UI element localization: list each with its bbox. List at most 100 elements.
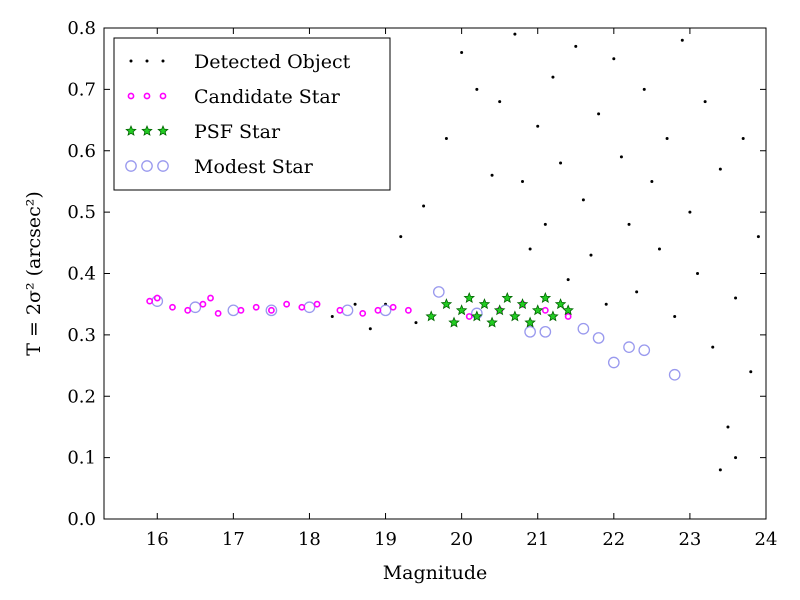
- x-tick-label: 16: [146, 529, 169, 550]
- psf-star-point: [547, 310, 559, 322]
- legend-label-detected-object: Detected Object: [194, 51, 351, 73]
- legend-marker-detected-object: [161, 59, 165, 63]
- candidate-star-point: [283, 300, 291, 308]
- modest-star-point: [303, 301, 316, 314]
- x-tick-label: 17: [222, 529, 245, 550]
- detected-object-point: [414, 321, 418, 325]
- detected-object-point: [460, 51, 464, 55]
- detected-object-point: [444, 136, 448, 140]
- detected-object-point: [718, 167, 722, 171]
- detected-object-point: [749, 370, 753, 374]
- modest-star-point: [227, 304, 240, 317]
- y-tick-label: 0.8: [67, 18, 96, 39]
- modest-star-point: [592, 332, 605, 344]
- legend: Detected Object Candidate Star PSF Star Mod…: [113, 37, 391, 191]
- detected-object-point: [673, 314, 677, 318]
- detected-object-point: [734, 296, 738, 300]
- detected-object-point: [551, 75, 555, 79]
- detected-object-point: [680, 38, 684, 42]
- candidate-star-point: [313, 300, 321, 308]
- x-tick-label: 20: [450, 529, 473, 550]
- y-axis-label: T = 2σ² (arcsec²): [23, 191, 45, 356]
- detected-object-point: [521, 179, 525, 183]
- detected-object-point: [619, 155, 623, 159]
- y-tick-label: 0.5: [67, 202, 96, 223]
- detected-object-point: [513, 32, 517, 36]
- candidate-star-point: [374, 306, 382, 314]
- detected-object-point: [642, 87, 646, 91]
- y-tick-label: 0.3: [67, 325, 96, 346]
- psf-star-point: [539, 292, 552, 303]
- detected-object-point: [566, 278, 570, 282]
- detected-object-point: [574, 44, 578, 48]
- candidate-star-point: [199, 300, 207, 308]
- psf-star-point: [486, 316, 498, 328]
- detected-object-point: [559, 161, 563, 165]
- x-tick-label: 22: [602, 529, 625, 550]
- candidate-star-point: [268, 306, 275, 314]
- legend-marker-candidate-star: [159, 92, 167, 100]
- y-tick-label: 0.1: [67, 448, 96, 469]
- detected-object-point: [657, 247, 661, 251]
- psf-star-point: [440, 298, 453, 310]
- psf-star-point: [509, 310, 521, 322]
- modest-star-point: [265, 304, 278, 317]
- detected-object-point: [726, 425, 730, 429]
- detected-object-point: [399, 235, 403, 239]
- x-axis-label: Magnitude: [383, 562, 488, 584]
- detected-object-point: [612, 57, 616, 61]
- modest-star-point: [623, 341, 635, 353]
- psf-star-point: [448, 316, 460, 328]
- psf-star-point: [471, 310, 483, 322]
- detected-object-point: [589, 253, 593, 257]
- detected-object-point: [650, 179, 654, 183]
- candidate-star-point: [404, 306, 412, 314]
- legend-marker-detected-object: [129, 59, 133, 63]
- candidate-star-point: [298, 303, 306, 311]
- legend-label-psf-star: PSF Star: [194, 121, 281, 143]
- psf-star-point: [562, 304, 574, 316]
- candidate-star-point: [359, 309, 367, 317]
- candidate-star-point: [184, 306, 192, 314]
- legend-marker-psf-star: [125, 124, 137, 136]
- y-tick-label: 0.2: [67, 386, 96, 407]
- candidate-star-point: [214, 309, 222, 317]
- modest-star-point: [189, 301, 202, 314]
- candidate-star-point: [564, 313, 572, 320]
- detected-object-point: [635, 290, 639, 294]
- detected-object-point: [536, 124, 540, 128]
- legend-box: [113, 37, 391, 191]
- detected-object-point: [756, 235, 760, 239]
- modest-star-point: [379, 304, 392, 317]
- legend-label-modest-star: Modest Star: [194, 156, 314, 178]
- psf-star-point: [455, 304, 468, 316]
- detected-object-point: [604, 302, 608, 306]
- legend-marker-psf-star: [157, 124, 169, 136]
- x-tick-label: 18: [298, 529, 321, 550]
- x-tick-label: 23: [678, 529, 701, 550]
- modest-star-point: [577, 322, 590, 335]
- modest-star-point: [668, 368, 681, 381]
- detected-object-point: [368, 327, 372, 331]
- modest-star-point: [524, 325, 536, 338]
- psf-star-point: [554, 298, 567, 310]
- detected-object-point: [734, 456, 738, 460]
- y-tick-label: 0.4: [67, 264, 96, 285]
- legend-marker-candidate-star: [127, 92, 135, 100]
- candidate-star-point: [237, 306, 245, 314]
- modest-star-point: [341, 304, 354, 317]
- detected-object-point: [718, 468, 722, 472]
- detected-object-point: [581, 198, 585, 202]
- modest-star-point: [539, 325, 552, 338]
- candidate-star-point: [146, 297, 154, 305]
- candidate-star-point: [465, 313, 473, 320]
- candidate-star-point: [541, 306, 549, 314]
- detected-object-point: [490, 173, 494, 177]
- detected-object-point: [353, 302, 357, 306]
- detected-object-point: [627, 222, 631, 226]
- ticks-layer: 16 17 18 19 20 21 22 23 24 0.0 0.1 0.2 0.3 0.4 0.5 0.6 0…: [67, 18, 777, 550]
- detected-object-point: [665, 136, 669, 140]
- detected-object-point: [597, 112, 601, 116]
- x-tick-label: 21: [526, 529, 549, 550]
